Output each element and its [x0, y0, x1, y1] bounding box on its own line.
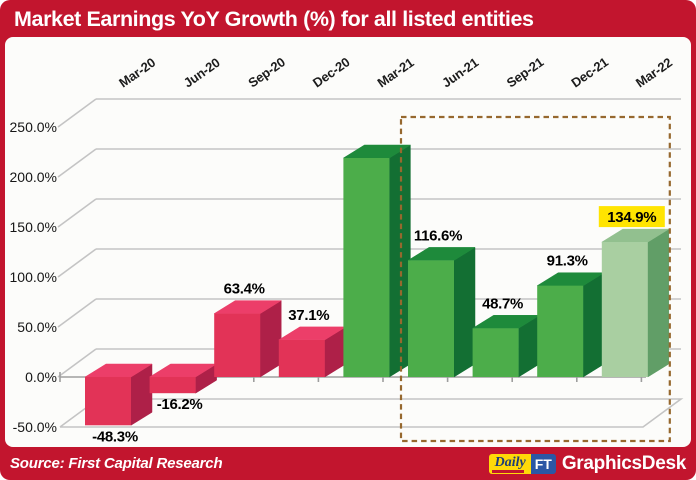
- logo-tagline-strip: [491, 469, 524, 473]
- title-banner: Market Earnings YoY Growth (%) for all l…: [0, 2, 696, 37]
- brand-block: Daily FT GraphicsDesk: [488, 452, 686, 475]
- chart-panel: [5, 37, 691, 447]
- graphicsdesk-text: GraphicsDesk: [561, 452, 686, 474]
- logo-daily-box: Daily: [488, 453, 531, 474]
- logo-ft-text: FT: [530, 453, 556, 474]
- page-title: Market Earnings YoY Growth (%) for all l…: [14, 7, 534, 31]
- dailyft-logo: Daily FT: [488, 453, 556, 474]
- footer-bar: Source: First Capital Research Daily FT …: [0, 447, 696, 480]
- logo-daily-text: Daily: [494, 454, 526, 470]
- source-text: Source: First Capital Research: [10, 455, 223, 472]
